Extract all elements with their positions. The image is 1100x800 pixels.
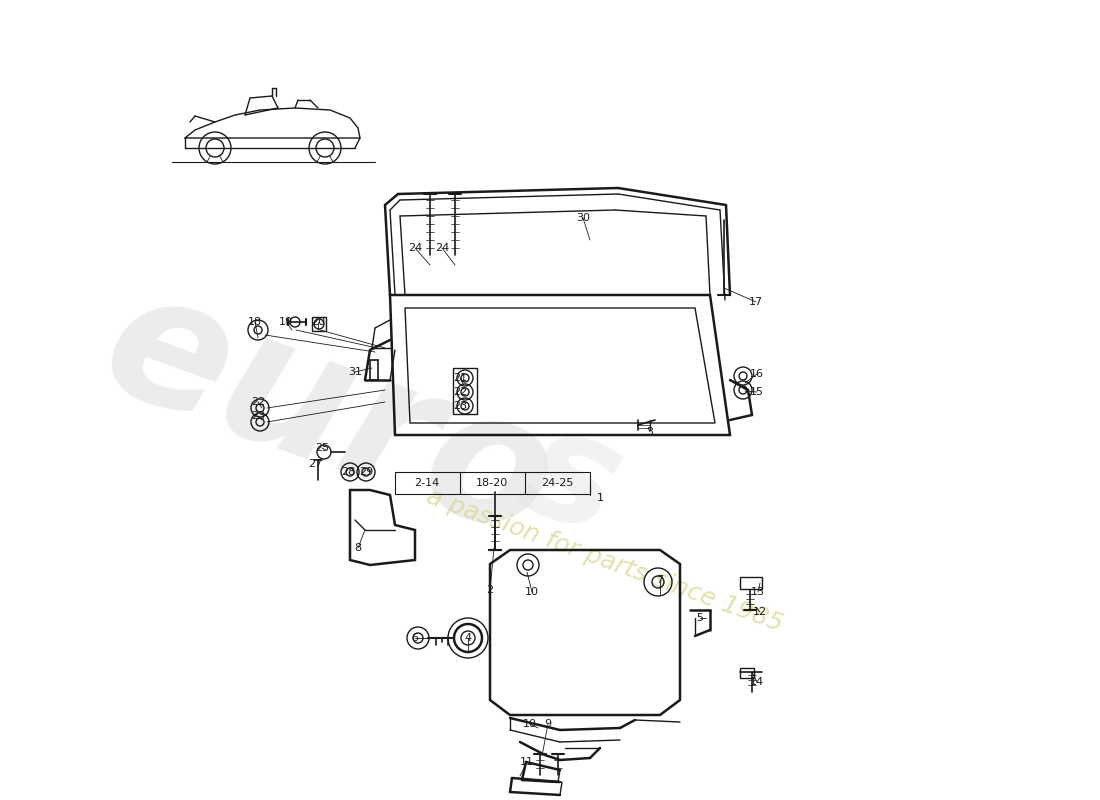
Text: s: s bbox=[504, 394, 640, 566]
Text: 6: 6 bbox=[411, 633, 418, 643]
Bar bbox=[395, 472, 590, 494]
Text: 19: 19 bbox=[279, 317, 293, 327]
Text: 2-14: 2-14 bbox=[415, 478, 440, 488]
Text: 25: 25 bbox=[315, 443, 329, 453]
Text: euro: euro bbox=[82, 254, 578, 578]
Text: 31: 31 bbox=[348, 367, 362, 377]
Bar bbox=[453, 368, 477, 414]
Text: 13: 13 bbox=[751, 587, 764, 597]
Text: 7: 7 bbox=[657, 575, 663, 585]
Text: 28: 28 bbox=[341, 467, 355, 477]
Bar bbox=[740, 577, 762, 589]
Bar bbox=[740, 668, 754, 678]
Text: 24: 24 bbox=[408, 243, 422, 253]
Text: 23: 23 bbox=[453, 401, 468, 411]
Text: 1: 1 bbox=[596, 493, 604, 503]
Text: 11: 11 bbox=[520, 757, 534, 767]
Text: 27: 27 bbox=[308, 459, 322, 469]
Text: 2: 2 bbox=[486, 585, 494, 595]
Text: 22: 22 bbox=[453, 387, 468, 397]
Text: 5: 5 bbox=[696, 613, 704, 623]
Text: 17: 17 bbox=[749, 297, 763, 307]
Text: 15: 15 bbox=[750, 387, 764, 397]
Text: a passion for parts since 1985: a passion for parts since 1985 bbox=[424, 484, 786, 636]
Text: 23: 23 bbox=[251, 411, 265, 421]
Text: 12: 12 bbox=[752, 607, 767, 617]
Text: 9: 9 bbox=[544, 719, 551, 729]
Text: 20: 20 bbox=[311, 317, 326, 327]
Text: 30: 30 bbox=[576, 213, 590, 223]
Text: 16: 16 bbox=[750, 369, 764, 379]
Text: 29: 29 bbox=[359, 467, 373, 477]
Text: 10: 10 bbox=[525, 587, 539, 597]
Text: 21: 21 bbox=[453, 373, 468, 383]
Text: 3: 3 bbox=[647, 427, 653, 437]
Text: 18-20: 18-20 bbox=[476, 478, 508, 488]
Text: 24-25: 24-25 bbox=[541, 478, 573, 488]
Text: 14: 14 bbox=[750, 677, 764, 687]
Text: 24: 24 bbox=[434, 243, 449, 253]
Text: 4: 4 bbox=[464, 633, 472, 643]
Bar bbox=[312, 317, 326, 331]
Text: 8: 8 bbox=[354, 543, 362, 553]
Text: 10: 10 bbox=[522, 719, 537, 729]
Text: 22: 22 bbox=[251, 397, 265, 407]
Text: 18: 18 bbox=[248, 317, 262, 327]
